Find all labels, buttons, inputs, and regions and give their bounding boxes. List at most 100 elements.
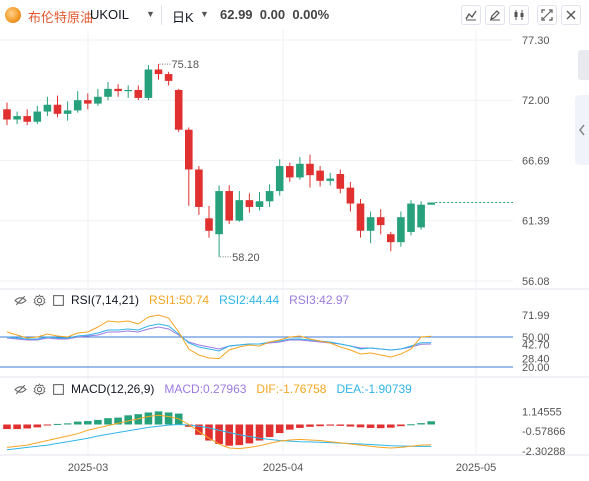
candle-body[interactable] — [286, 166, 294, 178]
candle-body[interactable] — [195, 169, 203, 207]
candle-body[interactable] — [427, 202, 435, 205]
candle-body[interactable] — [296, 163, 304, 178]
candle-body[interactable] — [215, 191, 223, 235]
price-change-pct: 0.00% — [292, 7, 330, 22]
macd-histogram-bar — [164, 412, 173, 425]
candle-body[interactable] — [255, 201, 264, 207]
oil-drop-icon — [5, 7, 21, 23]
candle-body[interactable] — [23, 116, 31, 122]
candle-body[interactable] — [376, 217, 385, 226]
macd-histogram-bar — [356, 424, 365, 428]
rsi3-line — [6, 326, 432, 351]
candle-body[interactable] — [265, 191, 274, 202]
side-panel-handle[interactable] — [578, 50, 589, 80]
macd-histogram-bar — [84, 421, 92, 425]
candle-body[interactable] — [144, 69, 153, 98]
candle-body[interactable] — [235, 200, 244, 221]
candle-body[interactable] — [63, 110, 72, 114]
candle-body[interactable] — [134, 89, 143, 98]
candle-body[interactable] — [326, 178, 334, 181]
candle-body[interactable] — [174, 89, 183, 130]
settings-icon[interactable] — [33, 382, 46, 396]
rsi-axis-label: 42.70 — [522, 339, 550, 351]
macd-histogram-bar — [185, 424, 193, 427]
macd-histogram-bar — [43, 424, 52, 426]
macd-axis-label: -0.57866 — [522, 426, 565, 438]
candle-body[interactable] — [306, 163, 314, 176]
candle-body[interactable] — [114, 88, 122, 92]
candle-body[interactable] — [94, 96, 102, 104]
candle-body[interactable] — [366, 217, 375, 231]
eye-off-icon[interactable] — [14, 294, 27, 307]
macd-value: MACD:0.27963 — [164, 382, 247, 396]
indicator-icon[interactable] — [509, 5, 529, 25]
candle-body[interactable] — [225, 191, 233, 221]
line-chart-icon[interactable] — [461, 5, 481, 25]
candle-body[interactable] — [407, 203, 415, 232]
candle-body[interactable] — [73, 100, 82, 111]
macd-axis-label: -2.30288 — [522, 446, 565, 458]
candle-body[interactable] — [124, 89, 132, 92]
candle-body[interactable] — [84, 100, 92, 104]
settings-icon[interactable] — [33, 293, 46, 307]
rsi1-value: RSI1:50.74 — [149, 293, 210, 307]
collapse-panel-button[interactable] — [575, 95, 589, 165]
candle-body[interactable] — [13, 116, 21, 120]
macd-histogram-bar — [3, 424, 11, 430]
macd-histogram-bar — [407, 424, 415, 426]
candle-body[interactable] — [275, 166, 284, 192]
close-icon[interactable] — [561, 5, 581, 25]
macd-legend: MACD(12,26,9) MACD:0.27963 DIF:-1.76758 … — [14, 381, 422, 397]
macd-histogram-bar — [94, 419, 102, 425]
candle-body[interactable] — [346, 187, 355, 204]
rsi-legend: RSI(7,14,21) RSI1:50.74 RSI2:44.44 RSI3:… — [14, 292, 359, 308]
macd-histogram-bar — [427, 421, 435, 425]
macd-histogram-bar — [195, 424, 203, 435]
candle-body[interactable] — [336, 174, 345, 189]
indicator-box-icon[interactable] — [52, 383, 65, 396]
candle-body[interactable] — [185, 129, 193, 170]
toolbar-divider — [161, 5, 162, 25]
candle-body[interactable] — [356, 203, 365, 231]
candle-body[interactable] — [43, 104, 52, 112]
macd-histogram-bar — [205, 424, 213, 441]
period-selector[interactable]: 日K — [172, 10, 194, 25]
macd-axis-label: 1.14555 — [522, 406, 562, 418]
candle-body[interactable] — [104, 88, 112, 97]
candle-body[interactable] — [397, 217, 405, 243]
fullscreen-icon[interactable] — [537, 5, 557, 25]
symbol-name[interactable]: 布伦特原油 — [28, 10, 94, 25]
candle-body[interactable] — [316, 170, 324, 181]
draw-icon[interactable] — [485, 5, 505, 25]
indicator-box-icon[interactable] — [52, 294, 65, 307]
candle-body[interactable] — [245, 200, 254, 207]
rsi-axis-label: 28.40 — [522, 354, 550, 366]
candle-body[interactable] — [417, 204, 425, 228]
price-readout: 62.99 0.00 0.00% — [220, 7, 329, 22]
eye-off-icon[interactable] — [14, 383, 27, 396]
candle-body[interactable] — [164, 74, 173, 81]
candle-body[interactable] — [387, 234, 395, 243]
macd-histogram-bar — [255, 424, 264, 441]
candle-body[interactable] — [53, 104, 62, 114]
candle-body[interactable] — [3, 109, 11, 120]
low-annotation: 58.20 — [232, 252, 260, 264]
candle-body[interactable] — [33, 111, 42, 122]
symbol-dropdown-icon[interactable]: ▼ — [146, 9, 155, 19]
macd-histogram-bar — [53, 423, 62, 425]
x-axis-label: 2025-03 — [68, 462, 108, 474]
macd-histogram-bar — [286, 424, 294, 430]
dif-line — [6, 414, 432, 450]
dea-value: DEA:-1.90739 — [336, 382, 412, 396]
macd-histogram-bar — [144, 412, 153, 425]
chevron-left-icon — [579, 124, 585, 136]
macd-histogram-bar — [376, 424, 385, 429]
candle-body[interactable] — [154, 69, 163, 75]
price-axis-label: 56.08 — [522, 276, 550, 288]
candle-body[interactable] — [205, 218, 213, 231]
period-dropdown-icon[interactable]: ▼ — [200, 9, 209, 19]
symbol-code[interactable]: UKOIL — [90, 7, 130, 22]
last-price: 62.99 — [220, 7, 253, 22]
macd-histogram-bar — [225, 424, 233, 446]
